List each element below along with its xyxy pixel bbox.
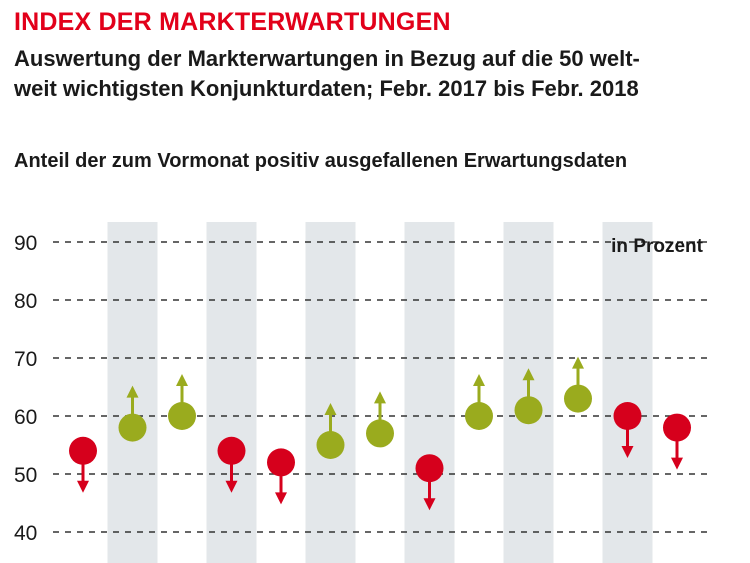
data-point-3 (168, 374, 196, 430)
data-dot (118, 413, 147, 442)
data-point-6 (316, 403, 345, 459)
y-axis: 40 50 60 70 80 90 (14, 232, 37, 545)
data-dot (267, 448, 295, 477)
data-point-8 (415, 454, 444, 511)
band-8 (404, 222, 455, 563)
band-4 (206, 222, 257, 563)
grid-lines (53, 241, 712, 533)
data-point-7 (366, 391, 394, 448)
data-point-11 (564, 356, 592, 413)
chart-subtitle: Auswertung der Markterwartungen in Bezug… (14, 44, 739, 104)
arrow-head-down-icon (423, 498, 436, 511)
data-point-1 (69, 436, 97, 493)
data-point-2 (118, 385, 147, 442)
data-point-4 (217, 436, 246, 493)
arrow-head-down-icon (671, 457, 683, 470)
band-6 (305, 222, 356, 563)
chart-note: Anteil der zum Vormonat positiv ausgefal… (14, 150, 628, 172)
y-tick-60: 60 (14, 406, 37, 429)
data-point-10 (514, 368, 543, 425)
arrow-head-down-icon (225, 480, 238, 493)
subtitle-line-1: Auswertung der Markterwartungen in Bezug… (14, 46, 640, 71)
data-dot (217, 436, 246, 465)
arrow-head-up-icon (324, 403, 337, 415)
data-dot (366, 419, 394, 448)
data-dot (465, 402, 493, 430)
data-point-5 (267, 448, 295, 505)
data-dot (514, 396, 543, 425)
data-dot (168, 402, 196, 430)
data-dot (415, 454, 444, 483)
data-marks (69, 356, 691, 511)
arrow-head-up-icon (572, 356, 584, 369)
data-point-12 (613, 402, 642, 458)
chart-title: INDEX DER MARKTERWARTUNGEN (14, 8, 451, 36)
unit-label: in Prozent (611, 236, 704, 257)
arrow-head-up-icon (176, 374, 188, 386)
data-point-9 (465, 374, 493, 430)
arrow-head-down-icon (77, 480, 89, 493)
arrow-head-up-icon (374, 391, 386, 404)
data-dot (564, 384, 592, 413)
data-dot (663, 413, 691, 442)
data-dot (69, 436, 97, 465)
arrow-head-down-icon (275, 492, 287, 505)
arrow-head-up-icon (522, 368, 535, 381)
data-point-13 (663, 413, 691, 470)
subtitle-line-2: weit wichtigsten Konjunkturdaten; Febr. … (14, 76, 639, 101)
background-bands (107, 222, 653, 563)
data-dot (316, 431, 345, 459)
y-tick-50: 50 (14, 464, 37, 487)
arrow-head-up-icon (126, 385, 139, 398)
y-tick-90: 90 (14, 232, 37, 255)
arrow-head-down-icon (621, 446, 634, 458)
arrow-head-up-icon (473, 374, 485, 386)
band-12 (602, 222, 653, 563)
y-tick-70: 70 (14, 348, 37, 371)
data-dot (613, 402, 642, 430)
y-tick-80: 80 (14, 290, 37, 313)
y-tick-40: 40 (14, 522, 37, 545)
